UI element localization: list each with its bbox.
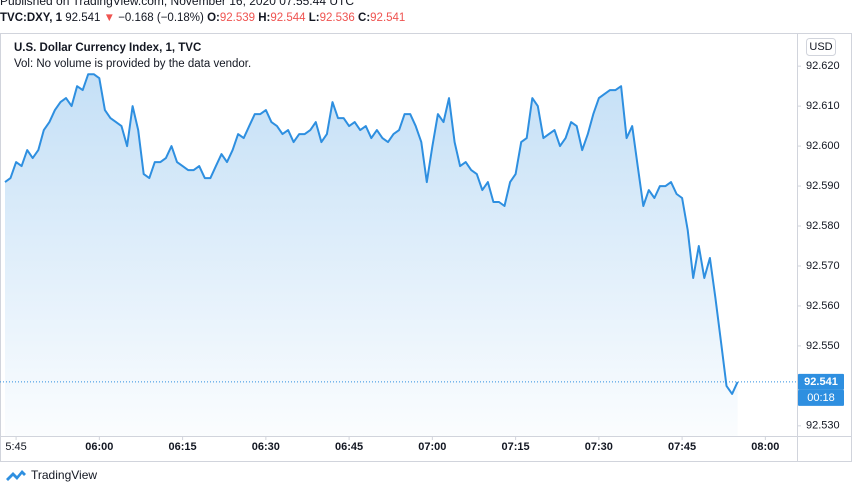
- published: Published on TradingView.com, November 1…: [0, 0, 354, 8]
- legend-title: U.S. Dollar Currency Index, 1, TVC: [14, 42, 201, 54]
- y-tick-label: 92.530: [806, 420, 840, 432]
- x-tick-label: 07:15: [502, 441, 530, 453]
- area-fill: [4, 74, 738, 436]
- footer-brand: TradingView: [31, 468, 97, 482]
- close: 92.541: [370, 12, 405, 24]
- price-line: [4, 73, 739, 395]
- c-label: C:: [358, 12, 370, 24]
- x-tick-label: 06:15: [169, 441, 197, 453]
- y-tick-label: 92.620: [806, 60, 840, 72]
- y-tick-label: 92.610: [806, 100, 840, 112]
- y-tick-label: 92.600: [806, 140, 840, 152]
- footer-logo: [6, 470, 26, 481]
- countdown-label: 00:18: [807, 392, 835, 404]
- o-label: O:: [207, 12, 220, 24]
- h-label: H:: [258, 12, 270, 24]
- arrow: ▼: [104, 12, 115, 24]
- high: 92.544: [270, 12, 306, 24]
- open: 92.539: [220, 12, 255, 24]
- symbol: TVC:DXY, 1: [0, 12, 63, 24]
- last: 92.541: [65, 12, 100, 24]
- x-tick-label: 07:45: [668, 441, 696, 453]
- y-tick-label: 92.590: [806, 180, 840, 192]
- change: −0.168 (−0.18%): [118, 12, 204, 24]
- legend-volume: Vol: No volume is provided by the data v…: [14, 58, 251, 70]
- ohlc-line: TVC:DXY, 1 92.541 ▼ −0.168 (−0.18%) O:92…: [0, 12, 405, 24]
- x-tick-label: 08:00: [751, 441, 779, 453]
- x-tick-label: 5:45: [5, 441, 26, 453]
- current-price-label: 92.541: [804, 376, 838, 388]
- x-tick-label: 07:00: [418, 441, 446, 453]
- y-tick-label: 92.570: [806, 260, 840, 272]
- x-tick-label: 07:30: [585, 441, 613, 453]
- x-tick-label: 06:30: [252, 441, 280, 453]
- y-tick-label: 92.580: [806, 220, 840, 232]
- current-price-box: [798, 373, 844, 390]
- currency-label[interactable]: USD: [809, 41, 832, 53]
- low: 92.536: [320, 12, 355, 24]
- y-tick-label: 92.560: [806, 300, 840, 312]
- x-tick-label: 06:45: [335, 441, 363, 453]
- y-tick-label: 92.550: [806, 340, 840, 352]
- currency-button[interactable]: [806, 38, 836, 56]
- l-label: L:: [309, 12, 320, 24]
- countdown-box: [798, 389, 844, 406]
- x-tick-label: 06:00: [85, 441, 113, 453]
